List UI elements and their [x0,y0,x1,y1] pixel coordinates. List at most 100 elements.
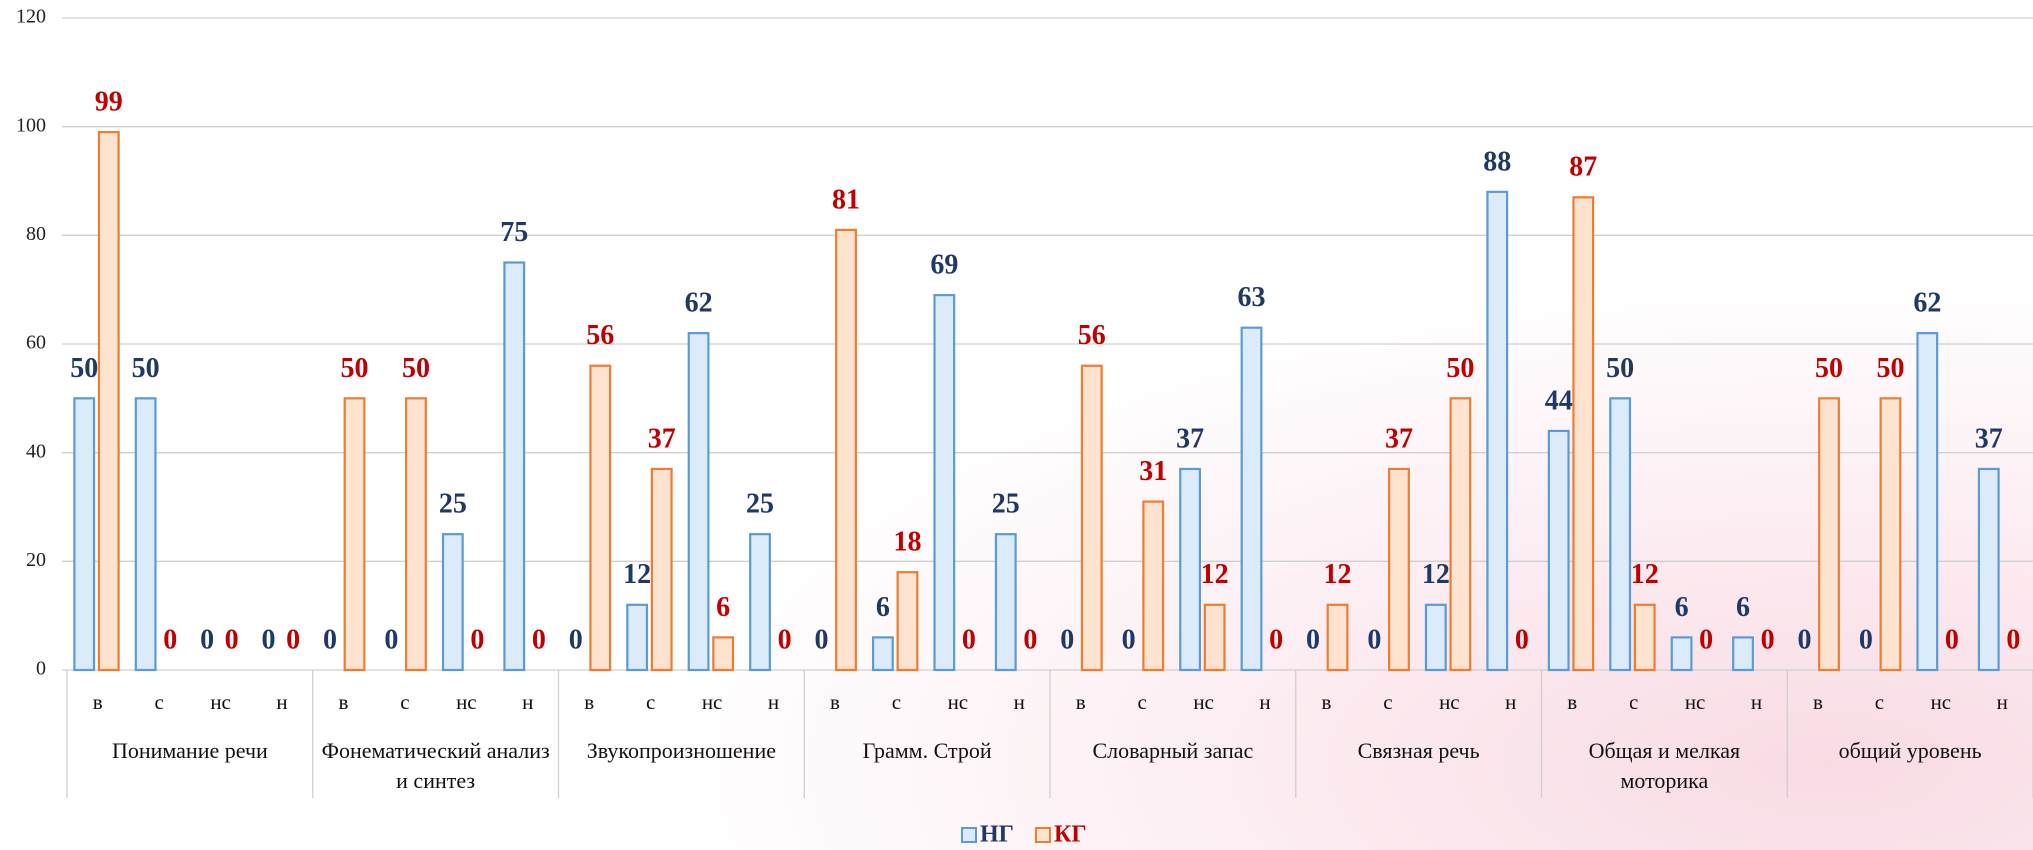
data-label: 0 [323,624,337,655]
group-label: Словарный запас [1058,736,1288,766]
bar [99,132,119,670]
data-label: 0 [1122,624,1136,655]
bar [136,398,156,670]
data-label: 0 [225,624,239,655]
x-tick-label: с [1875,690,1884,714]
data-label: 6 [716,592,730,623]
data-label: 18 [893,527,921,558]
data-label: 0 [200,624,214,655]
bar [1082,366,1102,670]
data-label: 62 [685,288,713,319]
x-tick-label: в [93,690,103,714]
x-tick-label: с [1137,690,1146,714]
data-label: 0 [163,624,177,655]
x-tick-label: н [522,690,533,714]
bar [873,637,893,670]
x-tick-label: н [1259,690,1270,714]
data-label: 50 [132,353,160,384]
data-label: 0 [814,624,828,655]
x-tick-label: в [1076,690,1086,714]
x-tick-label: нс [948,690,969,714]
data-label: 0 [1306,624,1320,655]
data-label: 12 [1631,559,1659,590]
legend-swatch [1036,828,1050,842]
bar [689,333,709,670]
data-label: 88 [1483,146,1511,177]
data-label: 75 [500,217,528,248]
x-tick-label: н [1997,690,2008,714]
group-label: Грамм. Строй [812,736,1042,766]
data-label: 0 [962,624,976,655]
bar [1635,605,1655,670]
bar [1180,469,1200,670]
x-tick-label: нс [1193,690,1214,714]
data-label: 0 [1761,624,1775,655]
bar [1143,502,1163,670]
x-tick-label: н [276,690,287,714]
data-label: 12 [1324,559,1352,590]
chart: 0204060801001205050000025750126225066925… [0,0,2033,850]
x-tick-label: в [339,690,349,714]
x-tick-label: с [154,690,163,714]
data-label: 0 [569,624,583,655]
data-label: 0 [778,624,792,655]
x-tick-label: нс [210,690,231,714]
x-tick-label: нс [1931,690,1952,714]
x-tick-label: с [1383,690,1392,714]
group-label: Звукопроизношение [567,736,797,766]
x-tick-label: в [584,690,594,714]
y-tick-label: 20 [26,549,46,571]
data-label: 12 [623,559,651,590]
data-label: 6 [1675,592,1689,623]
data-label: 63 [1238,282,1266,313]
x-tick-label: в [1567,690,1577,714]
bar [652,469,672,670]
data-label: 81 [832,184,860,215]
bar [750,534,770,670]
y-tick-label: 60 [26,332,46,354]
legend-swatch [962,828,976,842]
bar [713,637,733,670]
data-label: 25 [992,489,1020,520]
data-label: 0 [1515,624,1529,655]
data-label: 87 [1569,152,1597,183]
data-label: 37 [1176,423,1204,454]
x-tick-label: нс [702,690,723,714]
y-tick-label: 40 [26,440,46,462]
data-label: 50 [1815,353,1843,384]
bar [1205,605,1225,670]
data-label: 0 [470,624,484,655]
data-label: 37 [1385,423,1413,454]
x-tick-label: нс [1439,690,1460,714]
bar [1819,398,1839,670]
x-tick-label: в [1813,690,1823,714]
bar [443,534,463,670]
data-label: 50 [1606,353,1634,384]
data-label: 0 [286,624,300,655]
bar [1917,333,1937,670]
bar [1733,637,1753,670]
bar [74,398,94,670]
data-label: 31 [1139,456,1167,487]
x-tick-label: с [646,690,655,714]
bar [590,366,610,670]
data-label: 44 [1545,385,1573,416]
x-tick-label: нс [1685,690,1706,714]
data-label: 62 [1913,288,1941,319]
bar [504,263,524,671]
x-tick-label: н [1505,690,1516,714]
bar [1242,328,1262,670]
x-tick-label: н [1014,690,1025,714]
bar [1979,469,1999,670]
x-tick-label: н [1751,690,1762,714]
data-label: 0 [1945,624,1959,655]
data-label: 6 [1736,592,1750,623]
x-tick-label: в [1322,690,1332,714]
x-tick-label: с [400,690,409,714]
data-label: 0 [262,624,276,655]
bar [1549,431,1569,670]
group-label: общий уровень [1795,736,2025,766]
data-label: 50 [402,353,430,384]
bar [406,398,426,670]
data-label: 0 [1269,624,1283,655]
